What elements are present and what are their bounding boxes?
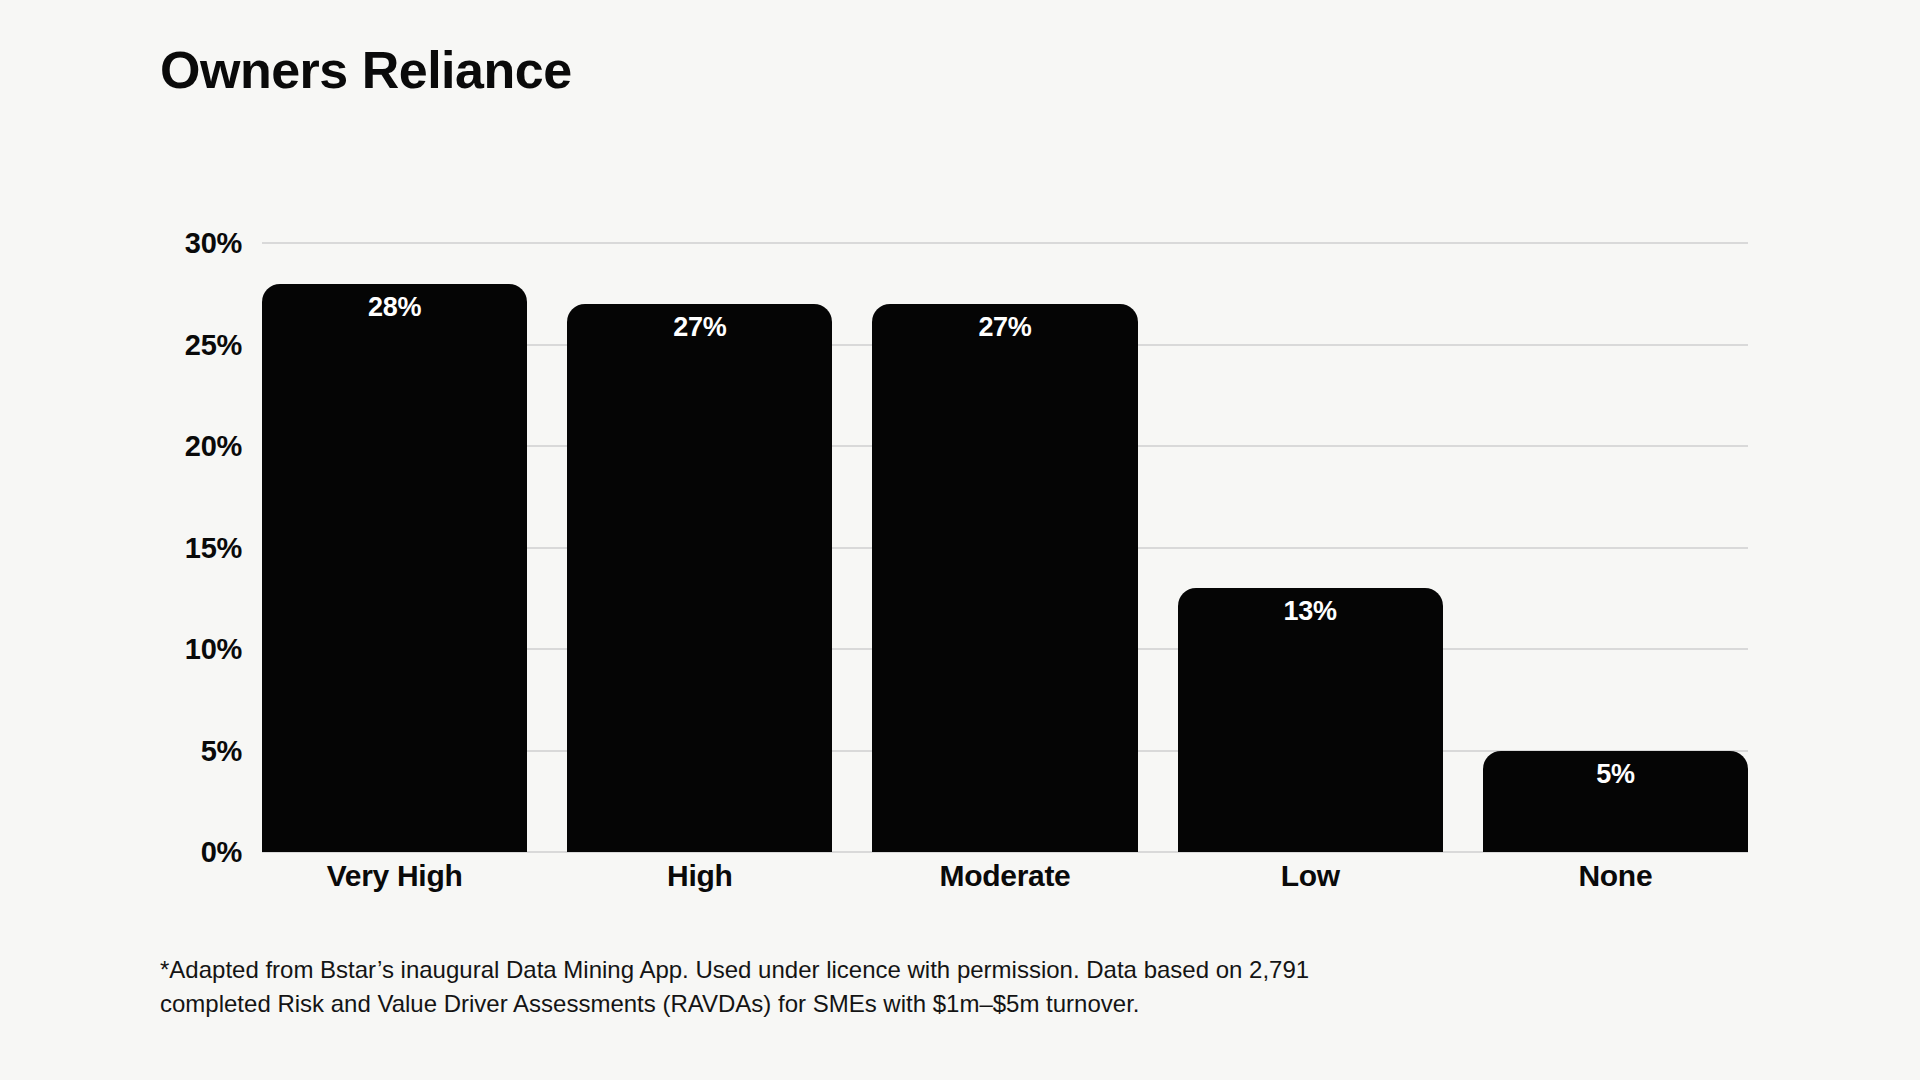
footnote-line-2: completed Risk and Value Driver Assessme… <box>160 987 1309 1021</box>
bar-value-label-low: 13% <box>1178 588 1443 627</box>
bar-low: 13% <box>1178 588 1443 852</box>
plot-area: 28% 27% 27% 13% 5% <box>262 243 1748 852</box>
bar-high: 27% <box>567 304 832 852</box>
x-axis-category-label-high: High <box>540 858 860 894</box>
y-axis-tick-label-20pct: 20% <box>0 431 242 461</box>
gridline-30pct <box>262 242 1748 244</box>
y-axis-tick-label-15pct: 15% <box>0 533 242 563</box>
x-axis-category-label-moderate: Moderate <box>845 858 1165 894</box>
x-axis-category-label-low: Low <box>1150 858 1470 894</box>
bar-moderate: 27% <box>872 304 1137 852</box>
chart-footnote: *Adapted from Bstar’s inaugural Data Min… <box>160 953 1309 1021</box>
bar-value-label-very-high: 28% <box>262 284 527 323</box>
x-axis-category-label-none: None <box>1455 858 1775 894</box>
bar-value-label-moderate: 27% <box>872 304 1137 343</box>
x-axis-category-label-very-high: Very High <box>235 858 555 894</box>
y-axis-tick-label-25pct: 25% <box>0 330 242 360</box>
bar-value-label-high: 27% <box>567 304 832 343</box>
footnote-line-1: *Adapted from Bstar’s inaugural Data Min… <box>160 953 1309 987</box>
y-axis-tick-label-30pct: 30% <box>0 228 242 258</box>
bar-value-label-none: 5% <box>1483 751 1748 790</box>
chart-title: Owners Reliance <box>160 40 572 100</box>
y-axis-tick-label-0pct: 0% <box>0 837 242 867</box>
bar-very-high: 28% <box>262 284 527 852</box>
bar-none: 5% <box>1483 751 1748 853</box>
bar-chart-canvas: Owners Reliance 28% 27% 27% 13% 5% 30% 25% 20%… <box>0 0 1920 1080</box>
y-axis-tick-label-5pct: 5% <box>0 736 242 766</box>
y-axis-tick-label-10pct: 10% <box>0 634 242 664</box>
